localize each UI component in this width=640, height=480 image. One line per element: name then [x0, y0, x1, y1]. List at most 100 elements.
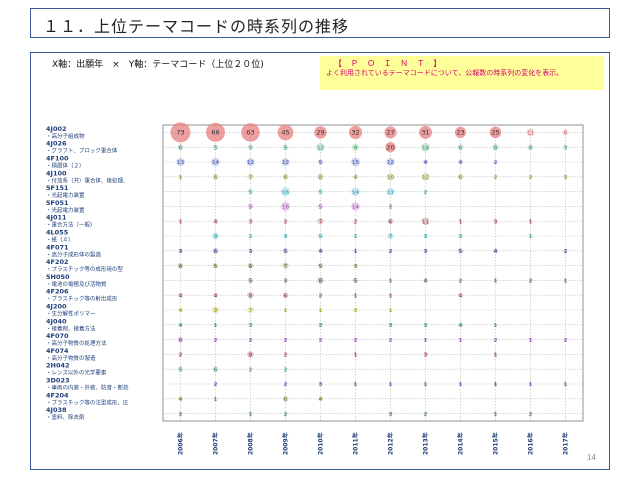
bubble-mark: [353, 293, 358, 298]
data-label: 6: [389, 219, 393, 225]
data-label: 15: [352, 160, 359, 166]
data-label: 2: [424, 190, 428, 196]
row-desc-label: ・高分子物質の処理方法: [46, 339, 107, 347]
bubble-mark: [283, 308, 288, 312]
data-label: 2: [179, 353, 183, 359]
bubble-mark: [248, 411, 253, 416]
data-label: 2: [494, 338, 498, 344]
bubble-mark: [212, 262, 219, 269]
bubble-mark: [493, 337, 498, 342]
bubble-mark: [353, 249, 358, 253]
bubble-mark: [282, 248, 289, 254]
data-label: 4: [179, 293, 183, 299]
row-desc-label: ・付加系（共）重合体、後処理、: [46, 176, 129, 184]
data-label: 5: [249, 190, 253, 196]
data-label: 1: [319, 308, 323, 314]
bubble-mark: [388, 249, 393, 253]
bubble-mark: [387, 232, 394, 240]
bubble-mark: [421, 217, 430, 226]
bubble-mark: [423, 159, 428, 165]
bubble-mark: [423, 233, 428, 239]
bubble-mark: [317, 277, 324, 284]
data-label: 6: [214, 367, 218, 373]
row-desc-label: ・積層体（２）: [46, 162, 85, 170]
bubble-mark: [526, 128, 535, 137]
data-label: 2: [354, 219, 358, 225]
data-label: 2: [459, 279, 463, 285]
data-label: 4: [424, 279, 428, 285]
bubble-mark: [178, 248, 183, 253]
plot-frame: [162, 124, 584, 422]
bubble-mark: [317, 218, 324, 225]
data-label: 5: [214, 145, 218, 151]
row-code-label: 3D023: [46, 377, 70, 385]
bubble-mark: [353, 219, 358, 223]
bubble-mark: [528, 278, 533, 283]
row-desc-label: ・プラスチック等の注型成形、圧: [46, 398, 129, 406]
data-label: 1: [179, 175, 183, 181]
x-tick-label: 2008年: [247, 432, 255, 455]
bubble-mark: [489, 126, 502, 139]
bubble-mark: [280, 186, 291, 197]
bubble-mark: [352, 277, 359, 284]
bubble-mark: [248, 234, 253, 238]
bubble-mark: [528, 411, 533, 416]
bubble-mark: [351, 187, 360, 196]
data-label: 3: [564, 175, 568, 181]
row-desc-label: ・光起電力装置: [46, 191, 85, 199]
x-tick-label: 2014年: [457, 432, 465, 455]
data-label: 16: [282, 190, 289, 196]
row-code-label: 4J011: [46, 214, 67, 222]
title-box: １１．上位テーマコードの時系列の推移: [30, 8, 610, 38]
bubble-mark: [178, 322, 183, 328]
data-label: 2: [319, 293, 323, 299]
bubble-mark: [177, 262, 184, 269]
data-label: 3: [389, 323, 393, 329]
data-label: 6: [459, 145, 463, 151]
data-label: 1: [529, 338, 533, 344]
data-label: 1: [494, 323, 498, 329]
bubble-mark: [283, 411, 288, 416]
bubble-mark: [212, 144, 219, 150]
data-label: 10: [387, 175, 394, 181]
data-label: 1: [529, 382, 533, 388]
bubble-mark: [314, 126, 327, 139]
row-desc-label: ・車両の内装・外装、防音・断熱: [46, 384, 129, 392]
data-label: 14: [352, 205, 359, 211]
bubble-mark: [423, 322, 428, 327]
bubble-mark: [177, 336, 184, 343]
bubble-mark: [457, 144, 464, 151]
data-label: 11: [422, 219, 429, 225]
bubble-mark: [528, 175, 533, 179]
bubble-mark: [528, 337, 533, 342]
bubble-mark: [282, 262, 289, 269]
point-box: 【 Ｐ Ｏ Ｉ Ｎ Ｔ 】 よく利用されているテーマコードについて、公報数の時系…: [320, 56, 604, 90]
data-label: 3: [389, 412, 393, 418]
data-label: 1: [459, 219, 463, 225]
data-label: 1: [529, 234, 533, 240]
data-label: 6: [179, 338, 183, 344]
x-tick-label: 2012年: [387, 432, 395, 455]
bubble-mark: [423, 411, 428, 416]
bubble-mark: [318, 322, 323, 327]
bubble-mark: [385, 141, 396, 153]
bubble-mark: [176, 157, 185, 167]
bubble-mark: [563, 249, 568, 253]
data-label: 2: [389, 205, 393, 211]
data-label: 4: [459, 323, 463, 329]
bubble-mark: [418, 125, 433, 139]
bubble-mark: [248, 248, 253, 253]
bubble-mark: [178, 219, 183, 223]
data-label: 3: [249, 323, 253, 329]
bubble-mark: [351, 143, 360, 151]
data-label: 5: [249, 279, 253, 285]
bubble-mark: [388, 308, 393, 312]
bubble-mark: [317, 203, 324, 210]
data-label: 2: [319, 338, 323, 344]
data-label: 6: [179, 264, 183, 270]
bubble-mark: [423, 382, 428, 386]
bubble-mark: [247, 173, 254, 180]
data-label: 2: [529, 175, 533, 181]
bubble-mark: [247, 262, 254, 269]
x-tick-label: 2009年: [282, 432, 290, 455]
